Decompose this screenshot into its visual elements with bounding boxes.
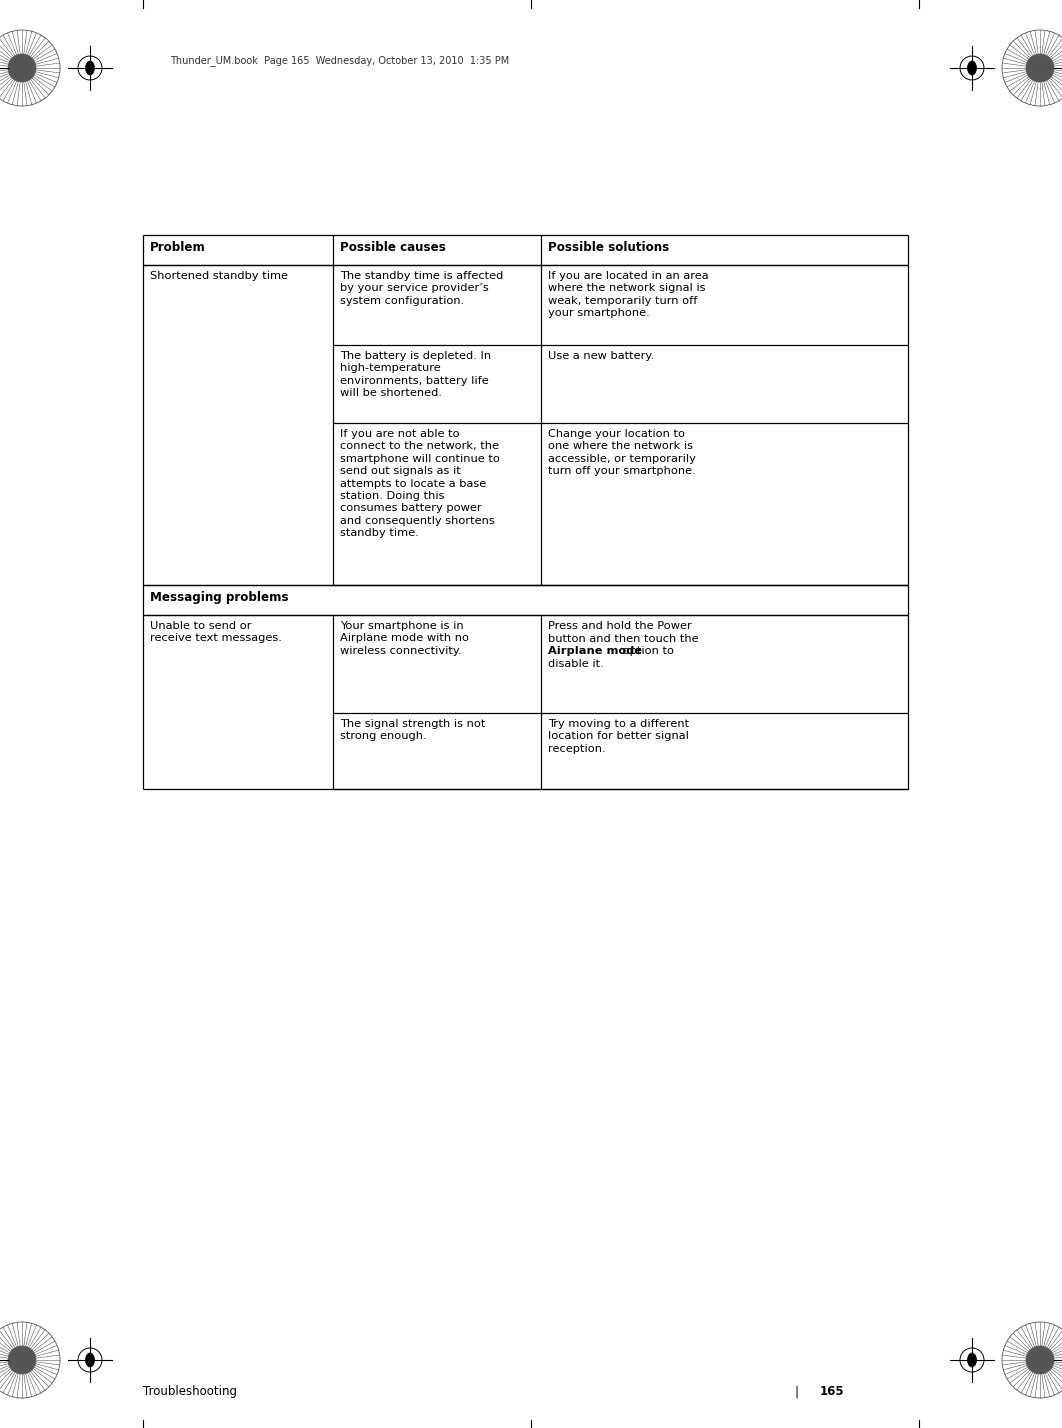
Text: Thunder_UM.book  Page 165  Wednesday, October 13, 2010  1:35 PM: Thunder_UM.book Page 165 Wednesday, Octo… (170, 56, 510, 66)
Text: button and then touch the: button and then touch the (548, 634, 699, 644)
Circle shape (1026, 54, 1054, 81)
Circle shape (8, 1347, 36, 1374)
Text: Use a new battery.: Use a new battery. (548, 351, 654, 361)
Ellipse shape (86, 1352, 95, 1367)
Ellipse shape (86, 61, 95, 76)
Text: Press and hold the Power: Press and hold the Power (548, 621, 691, 631)
Text: disable it.: disable it. (548, 660, 604, 670)
Text: Troubleshooting: Troubleshooting (143, 1385, 237, 1398)
Text: |: | (795, 1385, 799, 1398)
Text: Unable to send or
receive text messages.: Unable to send or receive text messages. (150, 621, 281, 644)
Text: Change your location to
one where the network is
accessible, or temporarily
turn: Change your location to one where the ne… (548, 428, 696, 476)
Ellipse shape (967, 61, 976, 76)
Text: Possible causes: Possible causes (340, 241, 446, 254)
Text: Possible solutions: Possible solutions (548, 241, 669, 254)
Text: If you are not able to
connect to the network, the
smartphone will continue to
s: If you are not able to connect to the ne… (340, 428, 500, 538)
Text: The standby time is affected
by your service provider’s
system configuration.: The standby time is affected by your ser… (340, 271, 503, 306)
Text: Shortened standby time: Shortened standby time (150, 271, 288, 281)
Text: Messaging problems: Messaging problems (150, 591, 289, 604)
Text: The signal strength is not
strong enough.: The signal strength is not strong enough… (340, 720, 485, 741)
Text: Problem: Problem (150, 241, 206, 254)
Text: Your smartphone is in
Airplane mode with no
wireless connectivity.: Your smartphone is in Airplane mode with… (340, 621, 469, 655)
Text: option to: option to (619, 647, 674, 657)
Ellipse shape (967, 1352, 976, 1367)
Circle shape (8, 54, 36, 81)
Text: Airplane mode: Airplane mode (548, 647, 643, 657)
Text: 165: 165 (820, 1385, 844, 1398)
Text: If you are located in an area
where the network signal is
weak, temporarily turn: If you are located in an area where the … (548, 271, 708, 318)
Text: The battery is depleted. In
high-temperature
environments, battery life
will be : The battery is depleted. In high-tempera… (340, 351, 491, 398)
Text: Try moving to a different
location for better signal
reception.: Try moving to a different location for b… (548, 720, 689, 754)
Circle shape (1026, 1347, 1054, 1374)
